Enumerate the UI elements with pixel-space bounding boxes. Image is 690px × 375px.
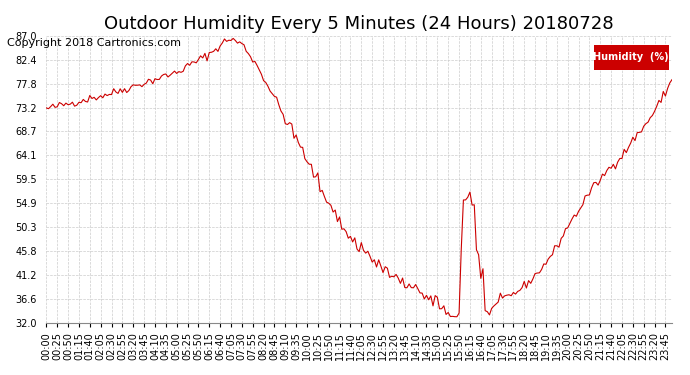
Title: Outdoor Humidity Every 5 Minutes (24 Hours) 20180728: Outdoor Humidity Every 5 Minutes (24 Hou… [104, 15, 614, 33]
Text: Copyright 2018 Cartronics.com: Copyright 2018 Cartronics.com [7, 38, 181, 48]
